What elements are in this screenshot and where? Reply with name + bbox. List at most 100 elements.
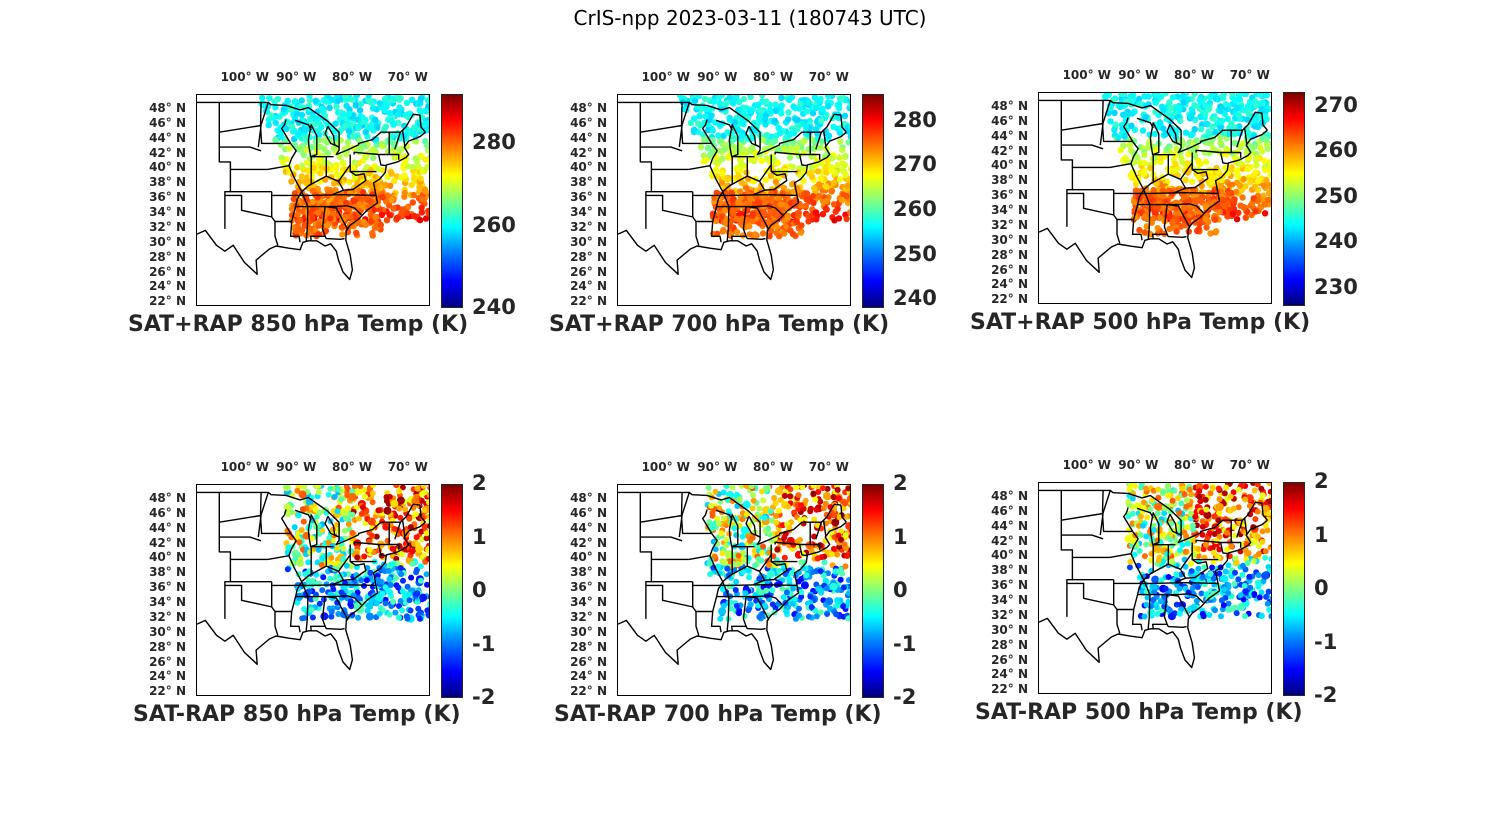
latitude-tick-label: 32° N xyxy=(149,609,186,624)
longitude-tick-label: 80° W xyxy=(1174,458,1215,472)
data-point xyxy=(347,598,354,605)
data-point xyxy=(845,615,850,622)
data-point xyxy=(1120,93,1127,97)
data-point xyxy=(384,147,392,155)
data-point xyxy=(351,485,358,490)
data-point xyxy=(776,581,783,587)
data-point xyxy=(305,167,312,175)
data-point xyxy=(334,544,340,551)
boundary-line xyxy=(815,521,823,540)
boundary-line xyxy=(640,536,683,542)
data-point xyxy=(1267,172,1271,179)
data-point xyxy=(390,499,399,508)
data-point xyxy=(1206,93,1213,101)
data-point xyxy=(842,500,848,507)
data-point xyxy=(836,543,843,550)
data-point xyxy=(294,211,301,218)
boundary-line xyxy=(324,235,345,241)
data-point xyxy=(408,96,416,103)
data-point xyxy=(777,497,784,503)
boundary-line xyxy=(815,131,823,150)
panel-title: SAT+RAP 500 hPa Temp (K) xyxy=(970,310,1311,335)
data-point xyxy=(318,561,325,568)
data-point xyxy=(417,108,424,115)
data-point xyxy=(1241,93,1248,97)
data-point xyxy=(719,550,726,557)
latitude-tick-label: 26° N xyxy=(991,652,1028,667)
boundary-line xyxy=(271,193,377,197)
data-point xyxy=(357,100,365,107)
longitude-tick-label: 100° W xyxy=(641,460,691,474)
data-point xyxy=(801,191,808,198)
boundary-line xyxy=(259,102,291,145)
data-point xyxy=(822,500,829,507)
data-point xyxy=(388,561,395,568)
data-point xyxy=(744,511,750,518)
data-point xyxy=(1171,487,1178,494)
data-point xyxy=(807,508,814,515)
data-point xyxy=(736,496,743,503)
data-point xyxy=(407,607,414,614)
latitude-tick-label: 36° N xyxy=(570,580,607,595)
data-point xyxy=(306,95,313,99)
data-point xyxy=(418,528,425,535)
data-point xyxy=(399,485,406,491)
data-point xyxy=(279,158,286,166)
data-point xyxy=(384,192,391,199)
data-point xyxy=(285,511,292,518)
data-point xyxy=(354,132,361,139)
data-point xyxy=(785,604,792,611)
data-point xyxy=(396,104,403,111)
latitude-tick-labels: 48° N 46° N 44° N 42° N 40° N 38° N 36° N 34° N… xyxy=(128,94,194,308)
data-point xyxy=(423,571,429,578)
data-point xyxy=(846,577,850,584)
data-point xyxy=(272,136,279,144)
boundary-line xyxy=(301,581,309,597)
data-point xyxy=(342,199,350,207)
data-point xyxy=(272,119,279,127)
data-point xyxy=(825,132,833,139)
data-point xyxy=(729,100,737,107)
data-point xyxy=(298,162,305,169)
boundary-line xyxy=(696,610,722,633)
state-boundaries xyxy=(1039,99,1268,279)
data-point xyxy=(1225,562,1232,569)
data-point xyxy=(421,507,428,514)
data-point xyxy=(362,493,368,500)
boundary-line xyxy=(275,220,301,243)
data-point xyxy=(739,516,746,523)
data-point xyxy=(361,553,368,560)
data-point xyxy=(367,211,375,219)
data-point xyxy=(707,571,714,578)
latitude-tick-label: 32° N xyxy=(991,607,1028,622)
data-point xyxy=(760,497,767,504)
data-point xyxy=(760,543,766,550)
data-point xyxy=(386,576,393,583)
colorbar xyxy=(862,484,884,698)
data-point xyxy=(298,111,306,119)
data-point xyxy=(718,213,725,221)
data-point xyxy=(778,102,785,109)
data-point xyxy=(789,230,797,238)
data-point xyxy=(1120,157,1127,164)
data-point xyxy=(370,485,376,489)
data-point xyxy=(1206,612,1213,618)
data-point xyxy=(406,515,413,522)
data-point xyxy=(386,212,394,219)
data-point xyxy=(1189,178,1196,185)
data-point xyxy=(427,594,429,600)
data-point xyxy=(1169,219,1176,226)
data-point xyxy=(1256,93,1264,98)
data-point xyxy=(1240,204,1247,211)
boundary-line xyxy=(197,491,426,546)
boundary-line xyxy=(1143,189,1151,205)
data-point xyxy=(402,153,409,160)
data-point xyxy=(396,488,403,495)
data-point xyxy=(809,110,817,117)
data-point xyxy=(1172,161,1179,168)
data-point xyxy=(845,598,850,605)
boundary-line xyxy=(224,194,273,218)
data-point xyxy=(390,96,397,104)
latitude-tick-label: 24° N xyxy=(991,667,1028,682)
data-point xyxy=(353,229,360,237)
